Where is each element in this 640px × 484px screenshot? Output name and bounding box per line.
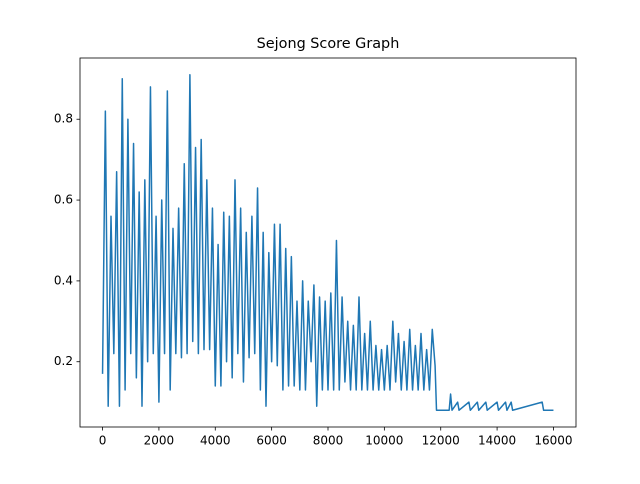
chart-title: Sejong Score Graph <box>257 36 400 52</box>
y-tick-label: 0.8 <box>54 112 73 126</box>
x-tick-label: 6000 <box>256 434 287 448</box>
x-tick-label: 14000 <box>478 434 516 448</box>
plot-frame <box>79 57 577 428</box>
y-tick-label: 0.6 <box>54 193 73 207</box>
x-tick-label: 0 <box>99 434 107 448</box>
y-tick-label: 0.4 <box>54 273 73 287</box>
x-tick-label: 2000 <box>144 434 175 448</box>
line-series <box>101 74 554 411</box>
x-tick-label: 16000 <box>534 434 572 448</box>
x-tick-label: 10000 <box>365 434 403 448</box>
y-tick-label: 0.2 <box>54 354 73 368</box>
x-tick-label: 8000 <box>313 434 344 448</box>
x-tick-label: 4000 <box>200 434 231 448</box>
x-tick-label: 12000 <box>422 434 460 448</box>
